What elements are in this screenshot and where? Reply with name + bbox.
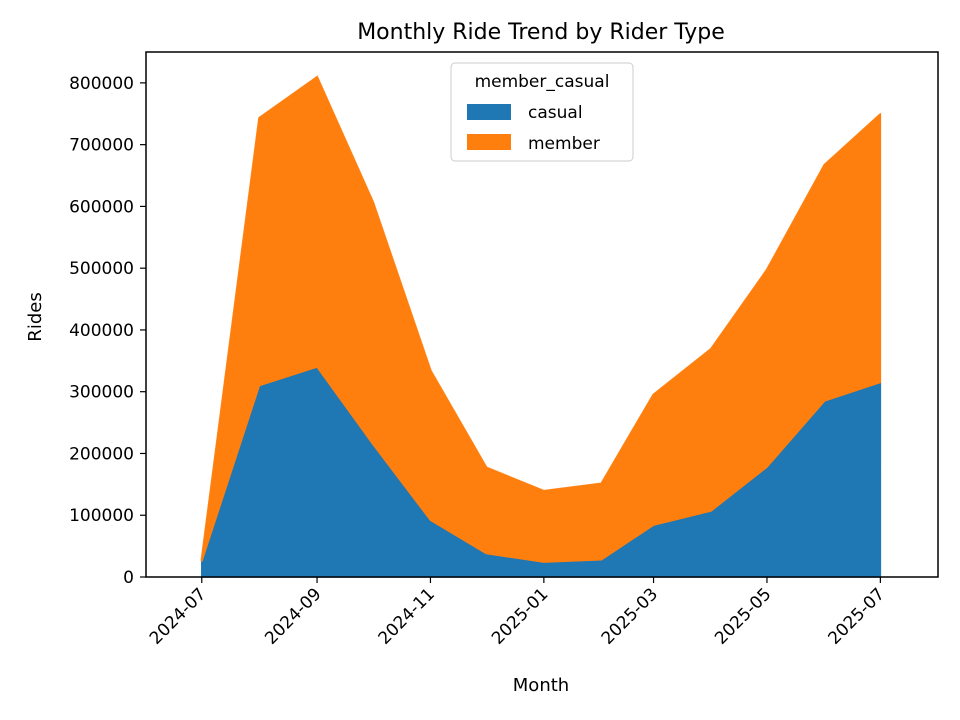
legend-label-member: member [528,134,600,154]
y-tick-label: 500000 [69,259,134,279]
legend-swatch-casual [467,104,511,120]
y-tick-label: 800000 [69,74,134,94]
y-tick-label: 600000 [69,197,134,217]
y-axis: 0 100000 200000 300000 400000 500000 600000 700… [69,74,146,588]
y-tick-label: 700000 [69,136,134,156]
plot-frame [145,51,939,578]
y-tick-label: 200000 [69,444,134,464]
y-tick-label: 300000 [69,383,134,403]
y-axis-label: Rides [25,292,46,341]
y-tick-label: 100000 [69,506,134,526]
chart-title: Monthly Ride Trend by Rider Type [357,20,725,45]
y-tick-label: 0 [123,568,134,588]
legend: member_casual casual member [450,62,634,162]
area-line-member [200,75,882,561]
legend-title: member_casual [475,72,610,92]
x-axis-label: Month [513,675,569,696]
y-tick-label: 400000 [69,321,134,341]
legend-label-casual: casual [528,103,583,123]
legend-swatch-member [467,134,511,150]
